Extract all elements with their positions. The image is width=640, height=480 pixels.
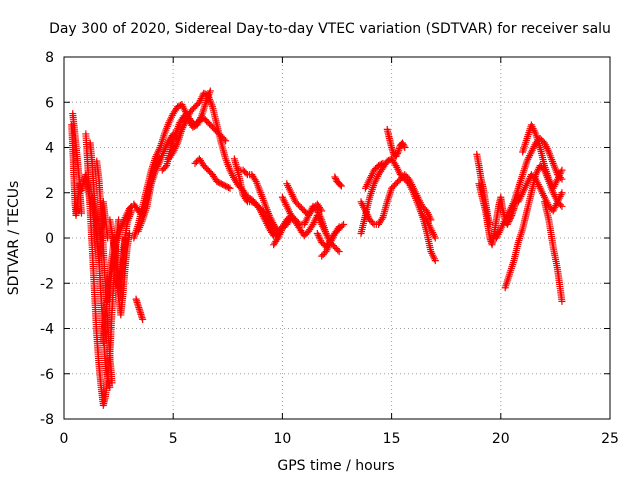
data-point (391, 160, 399, 168)
data-point (334, 224, 342, 232)
data-point (337, 182, 345, 190)
data-point (334, 246, 342, 254)
data-point (558, 189, 566, 197)
data-point (336, 181, 344, 189)
data-point (431, 234, 439, 242)
x-tick-label: 0 (60, 431, 69, 447)
series-arc-1 (68, 121, 85, 219)
series-arc-24 (313, 223, 343, 251)
y-tick-label: 8 (45, 50, 54, 66)
data-point (335, 223, 343, 231)
y-tick-label: 2 (45, 186, 54, 202)
x-axis-label: GPS time / hours (277, 458, 394, 474)
data-point (294, 219, 302, 227)
series-arc-35 (519, 121, 566, 192)
data-point (128, 207, 136, 215)
data-point (332, 174, 340, 182)
series-arc-10 (112, 229, 134, 319)
data-point (393, 151, 401, 159)
tick-label-layer: 0 5 10 15 20 25 -8 -6 -4 -2 0 2 4 6 8 (40, 50, 619, 447)
grid-layer (64, 57, 610, 419)
data-point (273, 236, 281, 244)
data-point (399, 140, 407, 148)
data-point (317, 205, 325, 213)
series-arc-11 (132, 295, 147, 323)
series-arc-14 (130, 153, 162, 219)
data-point (558, 297, 566, 305)
data-point (242, 169, 250, 177)
data-point (399, 139, 407, 147)
points-layer (68, 87, 566, 409)
data-point (77, 209, 85, 217)
series-arc-30 (418, 211, 439, 242)
data-point (340, 220, 348, 228)
data-point (225, 183, 233, 191)
y-axis-label: SDTVAR / TECUs (6, 181, 22, 296)
data-point (322, 229, 330, 237)
series-arc-25 (331, 173, 345, 190)
data-point (139, 315, 147, 323)
series-arc-29 (383, 125, 409, 161)
data-point (335, 248, 343, 256)
x-tick-label: 20 (492, 431, 510, 447)
data-point (369, 219, 377, 227)
data-point (379, 159, 387, 167)
data-point (242, 196, 250, 204)
data-point (558, 166, 566, 174)
data-point (126, 229, 134, 237)
data-point (108, 379, 116, 387)
y-tick-label: -2 (40, 276, 54, 292)
series-arc-22 (283, 180, 326, 219)
y-tick-label: -4 (40, 322, 54, 338)
series-arc-32 (475, 180, 522, 249)
data-point (251, 176, 259, 184)
series-arc-36 (514, 171, 566, 215)
data-point (401, 144, 409, 151)
y-tick-label: -6 (40, 367, 54, 383)
x-tick-label: 25 (601, 431, 619, 447)
y-tick-label: 6 (45, 95, 54, 111)
data-point (206, 87, 214, 95)
data-point (431, 257, 439, 265)
y-tick-label: 0 (45, 231, 54, 247)
data-point (161, 163, 169, 171)
data-point (377, 160, 385, 168)
data-point (308, 222, 316, 230)
series-arc-27 (357, 171, 435, 228)
data-point (318, 207, 326, 215)
x-tick-label: 10 (273, 431, 291, 447)
data-point (378, 215, 386, 223)
plot-border (63, 56, 611, 420)
y-tick-label: -8 (40, 412, 54, 428)
x-tick-label: 5 (169, 431, 178, 447)
y-tick-label: 4 (45, 141, 54, 157)
chart-title: Day 300 of 2020, Sidereal Day-to-day VTE… (49, 21, 611, 37)
data-point (393, 150, 401, 158)
x-tick-label: 15 (383, 431, 401, 447)
data-point (392, 153, 400, 161)
data-point (154, 153, 162, 161)
data-point (331, 173, 339, 181)
series-arc-17 (191, 155, 234, 192)
series-arc-37 (540, 198, 566, 305)
series-arc-28 (361, 159, 387, 192)
data-point (106, 383, 114, 391)
data-point (400, 142, 408, 150)
series-arc-16 (158, 87, 214, 174)
data-point (226, 184, 234, 192)
data-point (558, 202, 566, 210)
